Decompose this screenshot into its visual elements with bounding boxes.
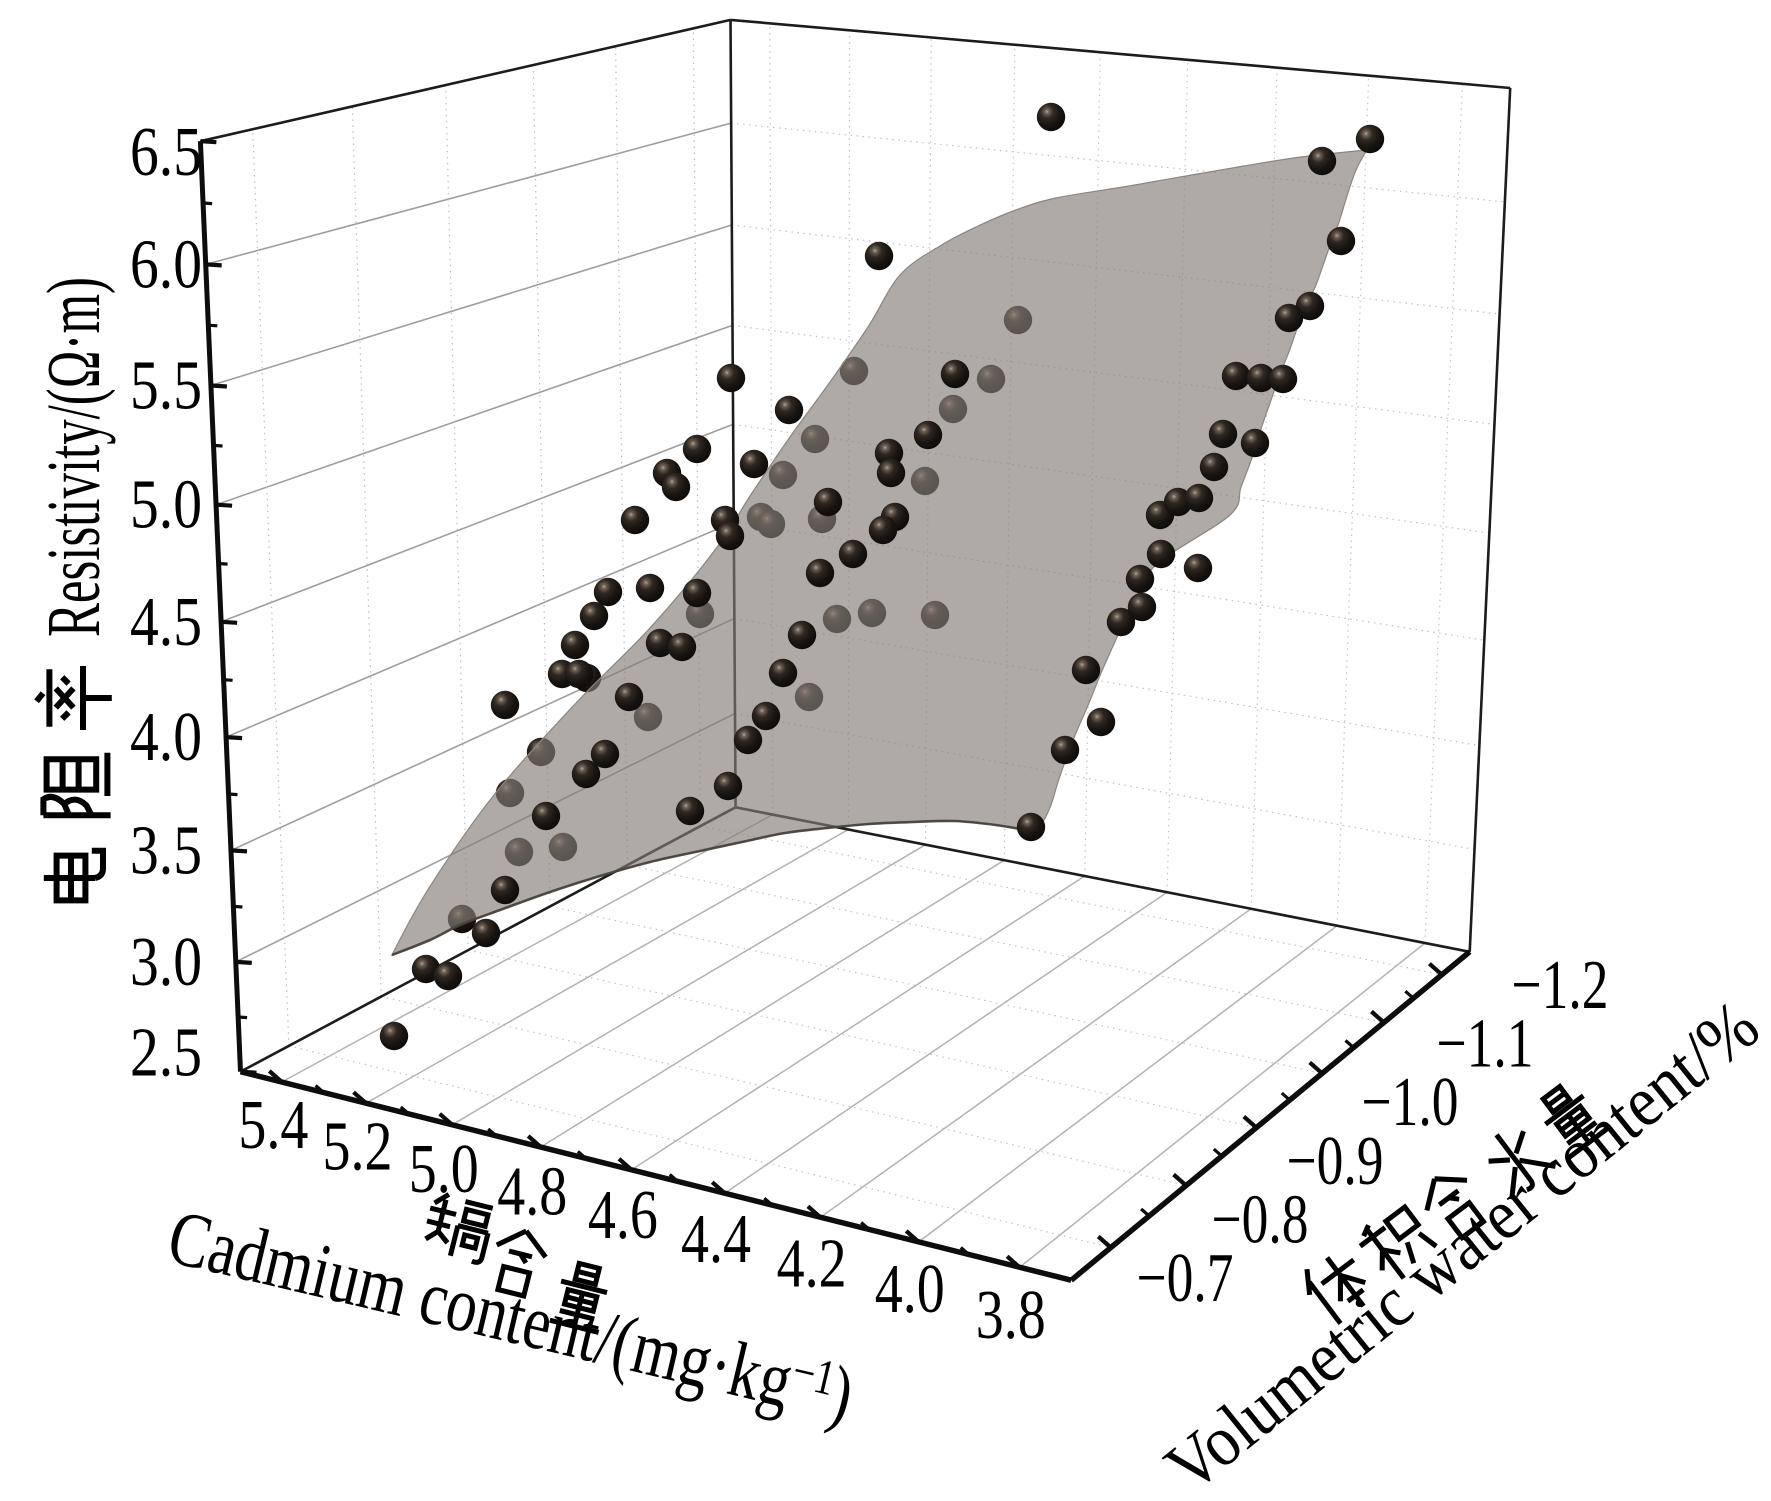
svg-text:4.0: 4.0 <box>875 1251 945 1328</box>
svg-text:6.0: 6.0 <box>130 226 202 303</box>
svg-text:3.8: 3.8 <box>976 1277 1046 1354</box>
svg-text:4.2: 4.2 <box>777 1226 847 1303</box>
svg-text:−0.8: −0.8 <box>1212 1181 1309 1258</box>
svg-text:Resistivity/(Ω·m): Resistivity/(Ω·m) <box>32 277 116 637</box>
svg-text:4.6: 4.6 <box>588 1177 658 1254</box>
svg-text:2.5: 2.5 <box>130 1015 202 1092</box>
svg-text:5.2: 5.2 <box>323 1109 393 1186</box>
svg-text:−0.7: −0.7 <box>1137 1240 1234 1317</box>
svg-text:5.0: 5.0 <box>130 467 202 544</box>
svg-text:−1.2: −1.2 <box>1512 947 1609 1024</box>
svg-text:−0.9: −0.9 <box>1287 1123 1384 1200</box>
svg-text:4.5: 4.5 <box>130 584 202 661</box>
svg-text:6.5: 6.5 <box>130 114 202 191</box>
svg-text:4.0: 4.0 <box>130 699 202 776</box>
svg-text:−1.0: −1.0 <box>1362 1064 1459 1141</box>
svg-text:3.5: 3.5 <box>130 812 202 889</box>
svg-text:3.0: 3.0 <box>130 924 202 1001</box>
svg-text:4.8: 4.8 <box>497 1154 567 1231</box>
svg-text:−1.1: −1.1 <box>1437 1006 1534 1083</box>
svg-text:4.4: 4.4 <box>681 1201 751 1278</box>
svg-text:5.5: 5.5 <box>130 348 202 425</box>
svg-text:5.4: 5.4 <box>238 1087 308 1164</box>
